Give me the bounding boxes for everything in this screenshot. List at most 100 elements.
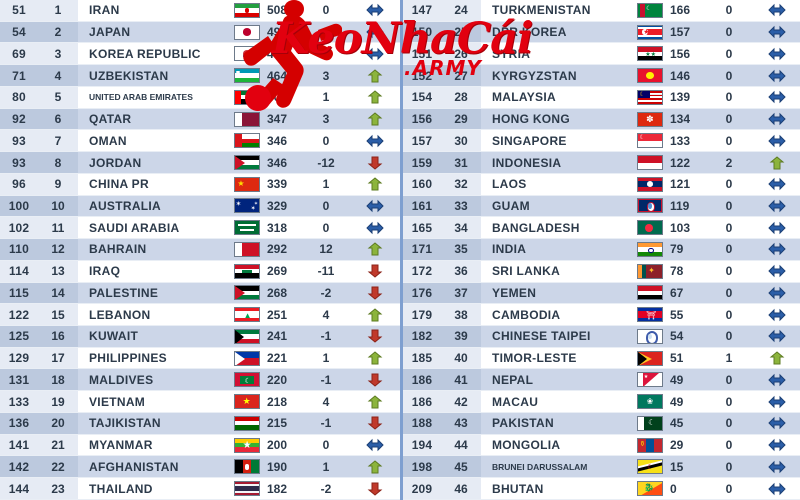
table-row[interactable]: 165 34 BANGLADESH 103 0 bbox=[403, 217, 800, 240]
country-name-cell[interactable]: JORDAN bbox=[89, 155, 142, 170]
country-name-cell[interactable]: BAHRAIN bbox=[89, 242, 147, 257]
table-row[interactable]: 157 30 SINGAPORE ☾ 133 0 bbox=[403, 130, 800, 153]
table-row[interactable]: 186 42 MACAU ❀ 49 0 bbox=[403, 391, 800, 413]
country-name-cell[interactable]: MACAU bbox=[492, 394, 539, 409]
country-name-cell[interactable]: SINGAPORE bbox=[492, 133, 567, 148]
points-cell: 45 bbox=[670, 416, 684, 431]
table-row[interactable]: 80 5 UNITED ARAB EMIRATES 408 1 bbox=[0, 86, 400, 109]
country-name-cell[interactable]: SYRIA bbox=[492, 46, 531, 61]
table-row[interactable]: 156 29 HONG KONG ✽ 134 0 bbox=[403, 108, 800, 131]
table-row[interactable]: 185 40 TIMOR-LESTE 51 1 bbox=[403, 347, 800, 370]
country-name-cell[interactable]: BRUNEI DARUSSALAM bbox=[492, 461, 588, 472]
table-row[interactable]: 133 19 VIETNAM ★ 218 4 bbox=[0, 391, 400, 413]
table-row[interactable]: 96 9 CHINA PR ★ 339 1 bbox=[0, 173, 400, 196]
country-name-cell[interactable]: TIMOR-LESTE bbox=[492, 351, 577, 366]
table-row[interactable]: 209 46 BHUTAN 🐉 0 0 bbox=[403, 478, 800, 500]
table-row[interactable]: 198 45 BRUNEI DARUSSALAM ☾ 15 0 bbox=[403, 456, 800, 479]
country-name-cell[interactable]: VIETNAM bbox=[89, 394, 146, 409]
table-row[interactable]: 102 11 SAUDI ARABIA 318 0 bbox=[0, 217, 400, 240]
country-name-cell[interactable]: THAILAND bbox=[89, 481, 153, 496]
country-name-cell[interactable]: BHUTAN bbox=[492, 481, 544, 496]
country-name-cell[interactable]: UNITED ARAB EMIRATES bbox=[89, 92, 193, 103]
table-row[interactable]: 100 10 AUSTRALIA ✶ ✶ ✶ 329 0 bbox=[0, 195, 400, 218]
change-cell: -11 bbox=[317, 264, 335, 279]
down-arrow-icon bbox=[367, 286, 383, 300]
table-row[interactable]: 144 23 THAILAND 182 -2 bbox=[0, 478, 400, 500]
country-name-cell[interactable]: KYRGYZSTAN bbox=[492, 68, 577, 83]
table-row[interactable]: 142 22 AFGHANISTAN 190 1 bbox=[0, 456, 400, 479]
country-name-cell[interactable]: HONG KONG bbox=[492, 112, 571, 127]
table-row[interactable]: 93 8 JORDAN 346 -12 bbox=[0, 152, 400, 174]
table-row[interactable]: 172 36 SRI LANKA ✦ 78 0 bbox=[403, 260, 800, 283]
table-row[interactable]: 136 20 TAJIKISTAN 215 -1 bbox=[0, 412, 400, 435]
table-row[interactable]: 176 37 YEMEN 67 0 bbox=[403, 282, 800, 305]
table-row[interactable]: 110 12 BAHRAIN 292 12 bbox=[0, 239, 400, 261]
double-arrow-icon bbox=[767, 69, 786, 82]
table-row[interactable]: 147 24 TURKMENISTAN ☾ 166 0 bbox=[403, 0, 800, 22]
table-row[interactable]: 151 26 SYRIA ★★ 156 0 bbox=[403, 43, 800, 66]
table-row[interactable]: 114 13 IRAQ 269 -11 bbox=[0, 260, 400, 283]
table-row[interactable]: 194 44 MONGOLIA ⚱ 29 0 bbox=[403, 434, 800, 457]
table-row[interactable]: 69 3 KOREA REPUBLIC 487 0 bbox=[0, 43, 400, 66]
table-row[interactable]: 129 17 PHILIPPINES 221 1 bbox=[0, 347, 400, 370]
country-name-cell[interactable]: IRAQ bbox=[89, 264, 121, 279]
table-row[interactable]: 179 38 CAMBODIA ⛩ 55 0 bbox=[403, 304, 800, 327]
table-row[interactable]: 141 21 MYANMAR ★ 200 0 bbox=[0, 434, 400, 457]
country-name-cell[interactable]: MALDIVES bbox=[89, 372, 154, 387]
country-name-cell[interactable]: MALAYSIA bbox=[492, 90, 556, 105]
country-name-cell[interactable]: SRI LANKA bbox=[492, 264, 561, 279]
table-row[interactable]: 186 41 NEPAL ★ 49 0 bbox=[403, 369, 800, 392]
table-row[interactable]: 51 1 IRAN 508 0 bbox=[0, 0, 400, 22]
world-rank-cell: 144 bbox=[0, 478, 38, 499]
table-row[interactable]: 159 31 INDONESIA 122 2 bbox=[403, 152, 800, 174]
country-name-cell[interactable]: PHILIPPINES bbox=[89, 351, 167, 366]
table-row[interactable]: 171 35 INDIA 79 0 bbox=[403, 239, 800, 261]
country-name-cell[interactable]: OMAN bbox=[89, 133, 127, 148]
table-row[interactable]: 154 28 MALAYSIA ☾ 139 0 bbox=[403, 86, 800, 109]
table-row[interactable]: 92 6 QATAR 347 3 bbox=[0, 108, 400, 131]
table-row[interactable]: 122 15 LEBANON ▲ 251 4 bbox=[0, 304, 400, 327]
country-name-cell[interactable]: SAUDI ARABIA bbox=[89, 220, 180, 235]
table-row[interactable]: 188 43 PAKISTAN ☾ 45 0 bbox=[403, 412, 800, 435]
country-name-cell[interactable]: INDONESIA bbox=[492, 155, 562, 170]
table-row[interactable]: 150 25 DPR KOREA ★ 157 0 bbox=[403, 21, 800, 44]
table-row[interactable]: 131 18 MALDIVES ☾ 220 -1 bbox=[0, 369, 400, 392]
country-name-cell[interactable]: IRAN bbox=[89, 3, 120, 18]
country-name-cell[interactable]: DPR KOREA bbox=[492, 25, 567, 40]
table-row[interactable]: 54 2 JAPAN 493 0 bbox=[0, 21, 400, 44]
country-name-cell[interactable]: PALESTINE bbox=[89, 285, 159, 300]
country-name-cell[interactable]: INDIA bbox=[492, 242, 527, 257]
country-name-cell[interactable]: YEMEN bbox=[492, 285, 537, 300]
country-name-cell[interactable]: GUAM bbox=[492, 198, 530, 213]
country-name-cell[interactable]: QATAR bbox=[89, 112, 132, 127]
table-row[interactable]: 115 14 PALESTINE 268 -2 bbox=[0, 282, 400, 305]
table-row[interactable]: 161 33 GUAM 119 0 bbox=[403, 195, 800, 218]
country-name-cell[interactable]: TAJIKISTAN bbox=[89, 416, 161, 431]
table-row[interactable]: 182 39 CHINESE TAIPEI 54 0 bbox=[403, 326, 800, 348]
points-cell: 157 bbox=[670, 25, 691, 40]
trend-cell bbox=[753, 196, 800, 217]
table-row[interactable]: 125 16 KUWAIT 241 -1 bbox=[0, 326, 400, 348]
country-name-cell[interactable]: MONGOLIA bbox=[492, 438, 561, 453]
table-row[interactable]: 71 4 UZBEKISTAN 464 3 bbox=[0, 65, 400, 87]
country-name-cell[interactable]: CHINA PR bbox=[89, 177, 149, 192]
country-name-cell[interactable]: JAPAN bbox=[89, 25, 131, 40]
country-name-cell[interactable]: TURKMENISTAN bbox=[492, 3, 591, 18]
country-name-cell[interactable]: KOREA REPUBLIC bbox=[89, 46, 201, 61]
country-name-cell[interactable]: MYANMAR bbox=[89, 438, 153, 453]
country-name-cell[interactable]: AFGHANISTAN bbox=[89, 459, 179, 474]
country-name-cell[interactable]: LAOS bbox=[492, 177, 527, 192]
country-name-cell[interactable]: PAKISTAN bbox=[492, 416, 554, 431]
country-name-cell[interactable]: BANGLADESH bbox=[492, 220, 580, 235]
country-name-cell[interactable]: AUSTRALIA bbox=[89, 198, 162, 213]
country-name-cell[interactable]: KUWAIT bbox=[89, 329, 139, 344]
table-row[interactable]: 93 7 OMAN 346 0 bbox=[0, 130, 400, 153]
table-row[interactable]: 152 27 KYRGYZSTAN 146 0 bbox=[403, 65, 800, 87]
country-name-cell[interactable]: UZBEKISTAN bbox=[89, 68, 169, 83]
world-rank-cell: 54 bbox=[0, 21, 38, 43]
country-name-cell[interactable]: NEPAL bbox=[492, 372, 534, 387]
table-row[interactable]: 160 32 LAOS 121 0 bbox=[403, 173, 800, 196]
country-name-cell[interactable]: CAMBODIA bbox=[492, 307, 561, 322]
country-name-cell[interactable]: CHINESE TAIPEI bbox=[492, 329, 591, 344]
country-name-cell[interactable]: LEBANON bbox=[89, 307, 151, 322]
